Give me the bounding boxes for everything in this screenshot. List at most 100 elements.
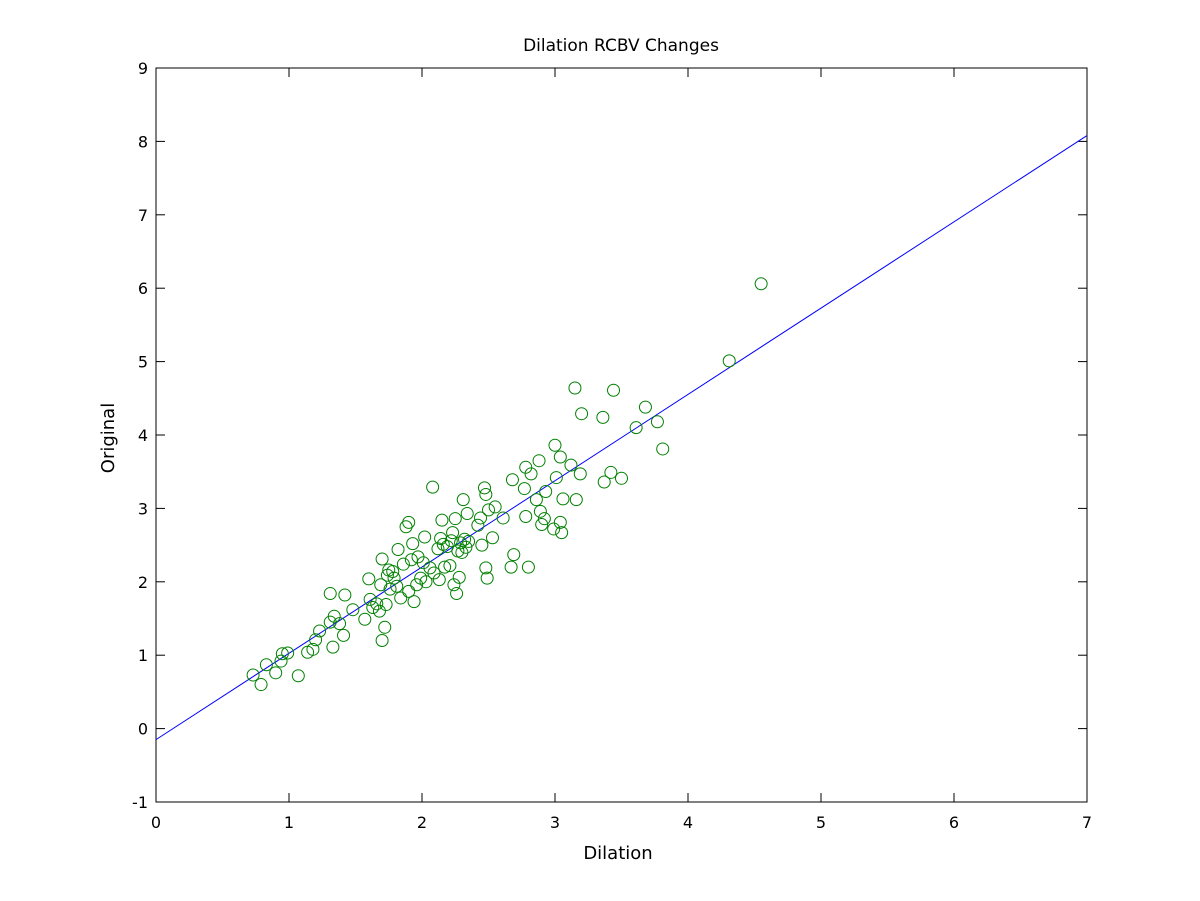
data-point — [517, 482, 531, 496]
data-point — [549, 471, 563, 485]
data-point — [274, 654, 288, 668]
data-point — [281, 646, 295, 660]
y-tick-label: 3 — [138, 499, 148, 518]
data-point — [638, 400, 652, 414]
data-point — [535, 518, 549, 532]
data-point — [426, 480, 440, 494]
chart-title: Dilation RCBV Changes — [523, 36, 719, 56]
data-point — [375, 552, 389, 566]
data-point — [553, 515, 567, 529]
data-point — [448, 512, 462, 526]
data-point — [358, 612, 372, 626]
data-point — [754, 277, 768, 291]
data-point — [656, 442, 670, 456]
data-point — [573, 467, 587, 481]
data-point — [548, 438, 562, 452]
data-point — [533, 504, 547, 518]
data-point — [419, 575, 433, 589]
data-point — [547, 522, 561, 536]
data-point — [507, 548, 521, 562]
data-point — [539, 485, 553, 499]
x-axis-label: Dilation — [583, 843, 652, 864]
data-point — [346, 603, 360, 617]
x-tick-label: 7 — [1082, 813, 1092, 832]
y-tick-label: 6 — [138, 279, 148, 298]
data-point — [485, 531, 499, 545]
data-point — [519, 509, 533, 523]
y-tick-label: 0 — [138, 720, 148, 739]
data-point — [402, 515, 416, 529]
data-point — [462, 534, 476, 548]
data-point — [564, 458, 578, 472]
y-tick-label: 7 — [138, 206, 148, 225]
data-point — [362, 572, 376, 586]
data-point — [478, 481, 492, 495]
data-point — [524, 467, 538, 481]
data-point — [396, 557, 410, 571]
data-point — [378, 620, 392, 634]
data-point — [407, 595, 421, 609]
y-tick-label: -1 — [132, 793, 148, 812]
y-tick-label: 2 — [138, 573, 148, 592]
x-tick-label: 6 — [949, 813, 959, 832]
data-point — [333, 617, 347, 631]
data-point — [275, 647, 289, 661]
data-point — [309, 633, 323, 647]
data-point — [406, 537, 420, 551]
axes-box — [155, 67, 1088, 803]
data-point — [410, 578, 424, 592]
data-point — [323, 587, 337, 601]
data-point — [496, 511, 510, 525]
data-point — [387, 571, 401, 585]
data-point — [438, 560, 452, 574]
data-point — [326, 640, 340, 654]
y-tick-label: 1 — [138, 646, 148, 665]
data-point — [532, 454, 546, 468]
data-point — [568, 381, 582, 395]
data-point — [363, 592, 377, 606]
data-point — [575, 407, 589, 421]
data-point — [379, 598, 393, 612]
fit-line-layer — [155, 135, 1088, 741]
data-point — [434, 531, 448, 545]
data-point — [446, 526, 460, 540]
data-point — [537, 512, 551, 526]
data-point — [596, 410, 610, 424]
data-point — [452, 570, 466, 584]
y-tick-label: 4 — [138, 426, 148, 445]
data-point — [615, 471, 628, 485]
data-point — [370, 597, 384, 611]
data-point — [375, 634, 389, 648]
data-point — [390, 579, 404, 593]
data-points-layer — [246, 277, 768, 692]
x-tick-label: 5 — [816, 813, 826, 832]
regression-line — [155, 135, 1088, 741]
data-point — [443, 559, 457, 573]
data-point — [435, 513, 449, 527]
data-point — [246, 668, 260, 682]
data-point — [337, 628, 351, 642]
data-point — [291, 669, 305, 683]
data-point — [505, 473, 519, 487]
data-point — [722, 354, 736, 368]
data-point — [427, 566, 441, 580]
data-point — [391, 543, 405, 557]
data-point — [529, 493, 543, 507]
data-point — [553, 450, 567, 464]
data-point — [386, 565, 400, 579]
data-point — [254, 678, 268, 692]
data-point — [404, 553, 418, 567]
data-point — [519, 460, 533, 474]
data-point — [313, 624, 327, 638]
data-point — [479, 487, 493, 501]
data-point — [394, 591, 408, 605]
data-point — [604, 465, 618, 479]
data-point — [629, 421, 643, 435]
data-point — [474, 511, 488, 525]
data-point — [471, 518, 485, 532]
data-point — [259, 658, 273, 672]
data-point — [556, 492, 570, 506]
